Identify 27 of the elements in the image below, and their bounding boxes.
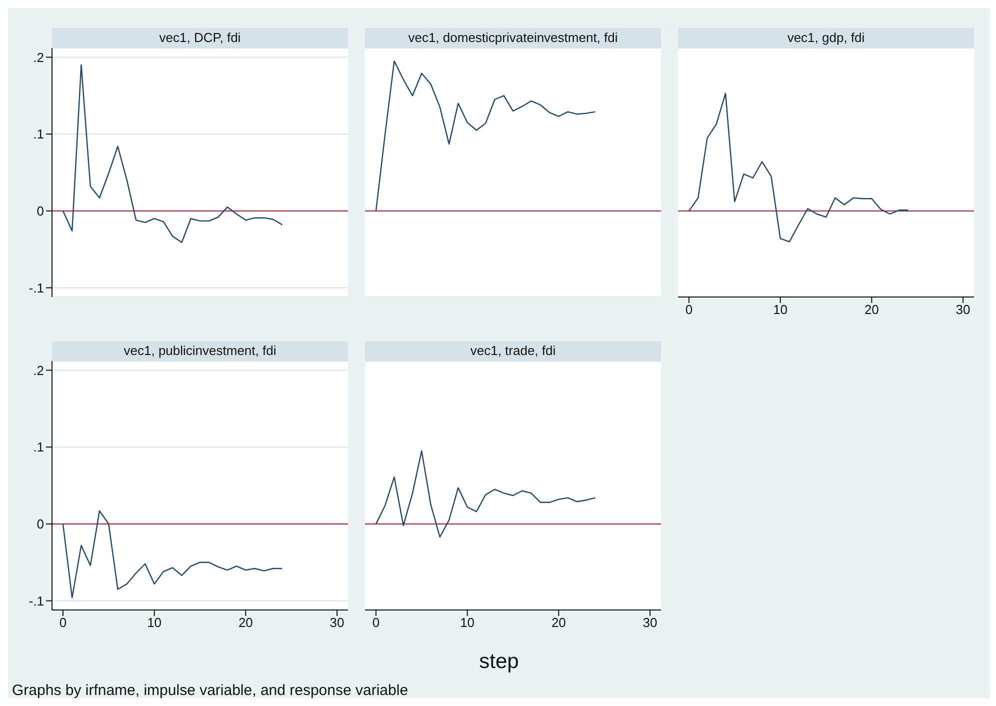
x-tick-label: 30 bbox=[330, 615, 344, 630]
x-tick-label: 10 bbox=[773, 302, 788, 318]
chart-title: vec1, DCP, fdi bbox=[52, 28, 348, 48]
y-tick-label: 0 bbox=[36, 204, 44, 219]
y-tick-label: -.1 bbox=[28, 280, 44, 296]
text: Graphs by irfname, impulse variable, and response variable bbox=[12, 682, 408, 699]
chart-title: vec1, domesticprivateinvestment, fdi bbox=[365, 28, 661, 48]
x-tick-label: 30 bbox=[642, 615, 658, 630]
chart-title: vec1, gdp, fdi bbox=[678, 28, 974, 48]
x-tick-label: 20 bbox=[551, 615, 566, 630]
y-tick-label: .2 bbox=[33, 362, 44, 378]
x-tick-label: 10 bbox=[147, 615, 162, 630]
x-tick-label: 10 bbox=[460, 615, 475, 630]
y-tick-label: -.1 bbox=[28, 593, 44, 608]
x-tick-label: 0 bbox=[685, 302, 693, 318]
y-tick-label: .1 bbox=[33, 440, 44, 455]
x-tick-label: 20 bbox=[238, 615, 253, 630]
y-tick-label: .2 bbox=[33, 50, 44, 65]
x-tick-label: 30 bbox=[956, 302, 970, 318]
chart-title: vec1, publicinvestment, fdi bbox=[52, 341, 348, 361]
x-axis-title: step bbox=[478, 650, 520, 674]
x-tick-label: 0 bbox=[59, 615, 67, 630]
x-tick-label: 20 bbox=[864, 302, 879, 318]
y-tick-label: .1 bbox=[33, 126, 44, 142]
chart-title: vec1, trade, fdi bbox=[365, 341, 661, 361]
y-tick-label: 0 bbox=[36, 516, 44, 532]
x-tick-label: 0 bbox=[372, 615, 380, 630]
